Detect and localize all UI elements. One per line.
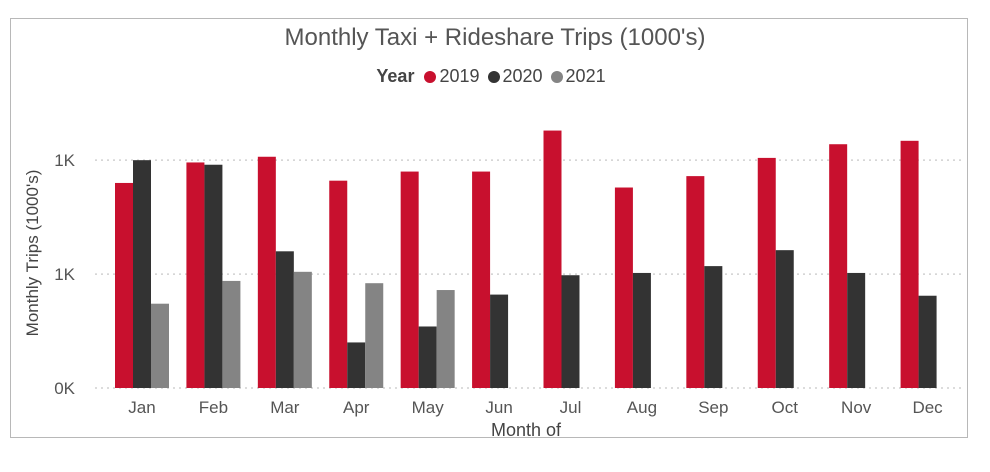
x-tick-label: Jul bbox=[560, 398, 582, 417]
chart-legend: Year 2019 2020 2021 bbox=[0, 66, 990, 87]
y-tick-labels: 0K 1K 1K bbox=[54, 151, 75, 398]
x-tick-label: May bbox=[412, 398, 445, 417]
bar-2019-dec[interactable] bbox=[900, 140, 919, 388]
bar-2019-sep[interactable] bbox=[686, 176, 705, 388]
legend-label-2020: 2020 bbox=[502, 66, 543, 86]
x-tick-label: Oct bbox=[772, 398, 799, 417]
bars bbox=[115, 130, 937, 388]
bar-2020-oct[interactable] bbox=[775, 250, 794, 388]
bar-2020-feb[interactable] bbox=[204, 164, 223, 388]
x-tick-label: Jun bbox=[485, 398, 512, 417]
bar-2019-oct[interactable] bbox=[757, 157, 776, 388]
x-tick-labels: Jan Feb Mar Apr May Jun Jul Aug Sep Oct Nov Dec bbox=[128, 398, 943, 417]
x-tick-label: Dec bbox=[912, 398, 943, 417]
x-tick-label: Nov bbox=[841, 398, 872, 417]
bar-2019-apr[interactable] bbox=[329, 180, 348, 388]
bar-2019-jan[interactable] bbox=[115, 182, 133, 388]
x-tick-label: Mar bbox=[270, 398, 300, 417]
legend-item-2019[interactable]: 2019 bbox=[424, 66, 480, 87]
bar-2021-may[interactable] bbox=[436, 290, 455, 388]
bar-2020-jun[interactable] bbox=[490, 294, 509, 388]
bar-2021-jan[interactable] bbox=[151, 303, 169, 388]
legend-title: Year bbox=[376, 66, 415, 86]
legend-dot-2021 bbox=[550, 70, 563, 83]
bar-2019-aug[interactable] bbox=[614, 187, 633, 388]
bar-2019-feb[interactable] bbox=[186, 162, 205, 388]
x-tick-label: Sep bbox=[698, 398, 728, 417]
bar-2020-jul[interactable] bbox=[561, 275, 580, 388]
legend-item-2020[interactable]: 2020 bbox=[487, 66, 543, 87]
legend-dot-2019 bbox=[424, 70, 437, 83]
bar-2021-apr[interactable] bbox=[365, 283, 384, 388]
x-tick-label: Jan bbox=[128, 398, 155, 417]
legend-dot-2020 bbox=[487, 70, 500, 83]
bar-2020-jan[interactable] bbox=[133, 160, 151, 388]
bar-2019-jun[interactable] bbox=[472, 171, 491, 388]
bar-2020-apr[interactable] bbox=[347, 342, 366, 388]
x-axis-label: Month of bbox=[491, 420, 562, 440]
bar-2020-sep[interactable] bbox=[704, 266, 723, 388]
y-tick-label: 0K bbox=[54, 379, 75, 398]
legend-label-2021: 2021 bbox=[565, 66, 606, 86]
bar-2021-mar[interactable] bbox=[293, 271, 312, 388]
y-axis-label: Monthly Trips (1000's) bbox=[23, 170, 42, 337]
bar-2020-nov[interactable] bbox=[847, 272, 866, 388]
chart-title: Monthly Taxi + Rideshare Trips (1000's) bbox=[284, 24, 706, 51]
y-tick-label: 1K bbox=[54, 151, 75, 170]
bar-2020-aug[interactable] bbox=[632, 272, 651, 388]
legend-label-2019: 2019 bbox=[439, 66, 480, 86]
x-tick-label: Aug bbox=[627, 398, 657, 417]
bar-2020-mar[interactable] bbox=[275, 251, 294, 388]
bar-2021-feb[interactable] bbox=[222, 280, 241, 388]
legend-item-2021[interactable]: 2021 bbox=[550, 66, 606, 87]
bar-2019-may[interactable] bbox=[400, 171, 419, 388]
y-tick-label: 1K bbox=[54, 265, 75, 284]
x-tick-label: Feb bbox=[199, 398, 228, 417]
bar-2019-jul[interactable] bbox=[543, 130, 562, 388]
bar-2020-may[interactable] bbox=[418, 326, 437, 388]
bar-2019-mar[interactable] bbox=[257, 156, 276, 388]
bar-2019-nov[interactable] bbox=[829, 144, 848, 388]
x-tick-label: Apr bbox=[343, 398, 370, 417]
bar-2020-dec[interactable] bbox=[918, 295, 937, 388]
